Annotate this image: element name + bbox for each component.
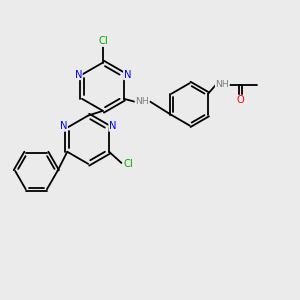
Text: N: N — [60, 121, 68, 131]
Text: NH: NH — [135, 97, 149, 106]
Text: N: N — [124, 70, 131, 80]
Text: NH: NH — [215, 80, 229, 89]
Text: N: N — [109, 121, 116, 131]
Text: O: O — [237, 95, 244, 105]
Text: N: N — [75, 70, 82, 80]
Text: Cl: Cl — [123, 159, 133, 170]
Text: Cl: Cl — [98, 36, 108, 46]
